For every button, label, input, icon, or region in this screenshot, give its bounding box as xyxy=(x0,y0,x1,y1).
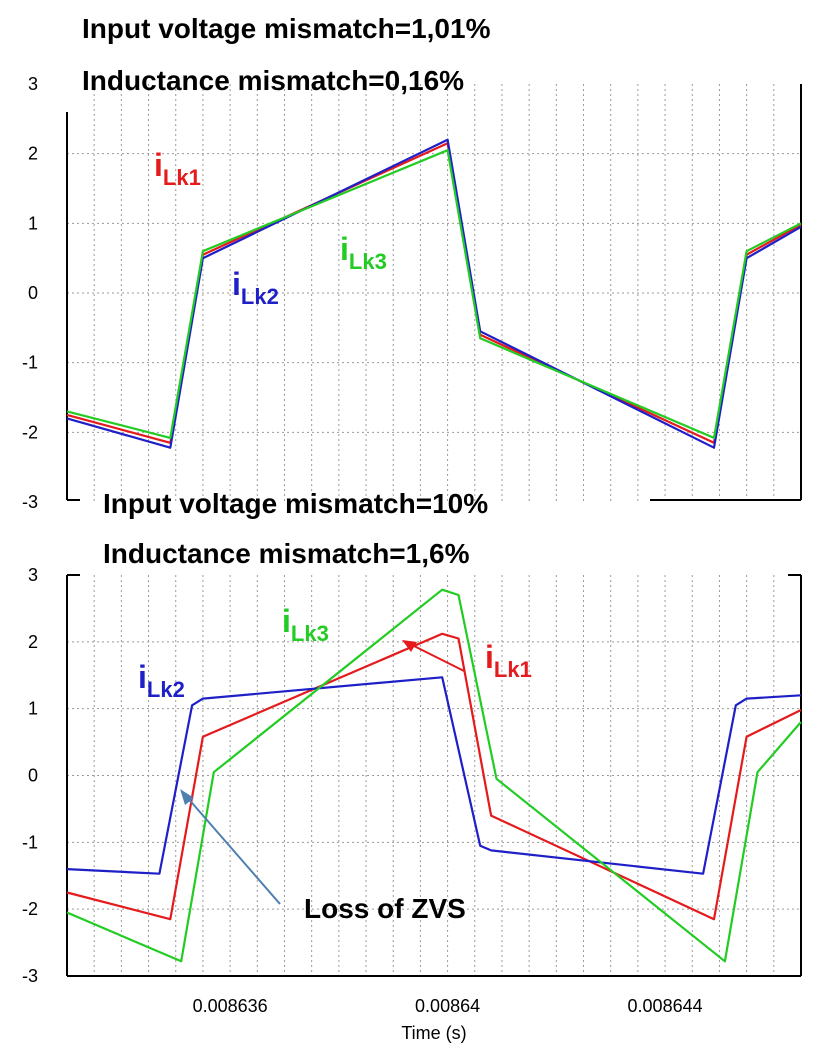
bottom-panel-title-line-2: Inductance mismatch=1,6% xyxy=(103,538,470,569)
ilk1-pointer-arrowhead xyxy=(402,640,417,652)
bottom-panel-gridlines xyxy=(67,575,801,976)
series-line-ilk3 xyxy=(66,149,802,439)
x-axis-tick-labels: 0.008636 0.00864 0.008644 xyxy=(193,996,703,1016)
bottom-panel-y-ticks: 3 2 1 0 -1 -2 -3 xyxy=(22,565,38,986)
bottom-panel-title-line-1: Input voltage mismatch=10% xyxy=(103,488,488,519)
loss-of-zvs-arrow xyxy=(185,795,281,905)
y-tick-label-6: -3 xyxy=(22,966,38,986)
bottom-series-label-ilk3: iLk3 xyxy=(282,603,329,646)
bottom-panel-series xyxy=(66,588,802,963)
bottom-series-label-ilk2: iLk2 xyxy=(138,659,185,702)
top-series-label-ilk3-sub: Lk3 xyxy=(349,249,387,274)
x-tick-label-0: 0.008636 xyxy=(193,996,268,1016)
y-tick-label-2: 1 xyxy=(28,213,38,233)
series-line-ilk2 xyxy=(66,138,802,449)
y-tick-label-5: -2 xyxy=(22,422,38,442)
loss-of-zvs-annotation: Loss of ZVS xyxy=(304,893,466,924)
bottom-series-label-ilk3-sub: Lk3 xyxy=(291,621,329,646)
loss-of-zvs-arrowhead xyxy=(180,789,194,805)
top-series-label-ilk3-main: i xyxy=(340,231,349,267)
bottom-series-label-ilk2-sub: Lk2 xyxy=(147,677,185,702)
x-tick-label-2: 0.008644 xyxy=(628,996,703,1016)
top-series-label-ilk1-sub: Lk1 xyxy=(163,165,201,190)
top-series-label-ilk2: iLk2 xyxy=(232,266,279,309)
y-tick-label-3: 0 xyxy=(28,766,38,786)
top-series-label-ilk2-sub: Lk2 xyxy=(241,284,279,309)
bottom-series-label-ilk1-sub: Lk1 xyxy=(494,657,532,682)
top-panel-title-line-2: Inductance mismatch=0,16% xyxy=(82,65,464,96)
bottom-panel-frame xyxy=(66,574,802,977)
y-tick-label-0: 3 xyxy=(28,565,38,585)
series-line-ilk1 xyxy=(66,632,802,921)
x-tick-label-1: 0.00864 xyxy=(415,996,480,1016)
top-panel-series xyxy=(66,138,802,449)
series-line-ilk3 xyxy=(66,588,802,963)
top-series-label-ilk3: iLk3 xyxy=(340,231,387,274)
y-tick-label-6: -3 xyxy=(22,492,38,512)
y-tick-label-4: -1 xyxy=(22,832,38,852)
y-tick-label-1: 2 xyxy=(28,144,38,164)
bottom-series-label-ilk2-main: i xyxy=(138,659,147,695)
top-panel-y-ticks: 3 2 1 0 -1 -2 -3 xyxy=(22,74,38,512)
top-panel-frame xyxy=(66,84,802,501)
y-tick-label-0: 3 xyxy=(28,74,38,94)
top-series-label-ilk1-main: i xyxy=(154,147,163,183)
y-tick-label-1: 2 xyxy=(28,632,38,652)
y-tick-label-5: -2 xyxy=(22,899,38,919)
y-tick-label-3: 0 xyxy=(28,283,38,303)
top-panel-title-line-1: Input voltage mismatch=1,01% xyxy=(82,13,491,44)
ilk1-pointer-arrow xyxy=(407,642,465,672)
top-panel-gridlines xyxy=(67,84,801,502)
bottom-series-label-ilk1: iLk1 xyxy=(485,639,532,682)
top-series-label-ilk2-main: i xyxy=(232,266,241,302)
y-tick-label-4: -1 xyxy=(22,353,38,373)
bottom-panel: 3 2 1 0 -1 -2 -3 Input voltage mismatch=10% In… xyxy=(22,488,802,986)
bottom-series-label-ilk3-main: i xyxy=(282,603,291,639)
y-tick-label-2: 1 xyxy=(28,699,38,719)
top-series-label-ilk1: iLk1 xyxy=(154,147,201,190)
series-line-ilk2 xyxy=(66,676,802,875)
bottom-series-label-ilk1-main: i xyxy=(485,639,494,675)
x-axis-label: Time (s) xyxy=(401,1023,466,1043)
